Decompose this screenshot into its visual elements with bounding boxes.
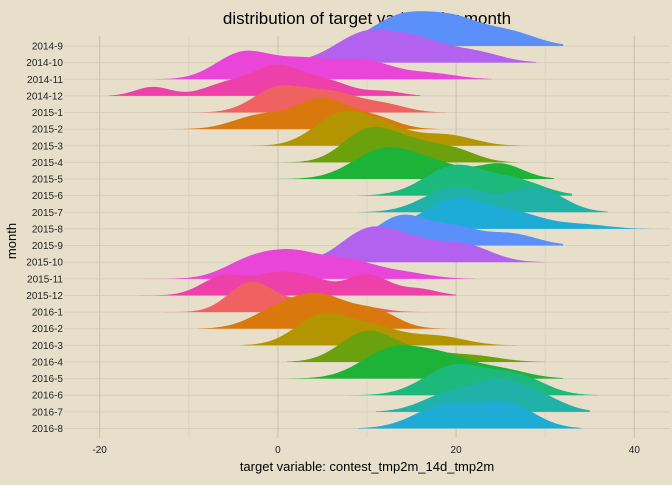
ridge-2015-3 [188, 110, 528, 146]
y-tick-label: 2016-1 [32, 308, 64, 319]
y-tick-label: 2015-10 [26, 258, 63, 269]
y-tick-label: 2015-8 [32, 224, 64, 235]
ridge-2014-12 [108, 64, 421, 96]
x-tick-label: 20 [451, 445, 463, 456]
ridges [108, 11, 653, 429]
ridge-2015-12 [135, 271, 457, 296]
y-tick-label: 2015-5 [32, 175, 64, 186]
y-tick-label: 2016-7 [32, 407, 64, 418]
y-tick-label: 2015-2 [32, 125, 64, 136]
ridge-2015-4 [277, 126, 519, 163]
ridge-2015-1 [117, 85, 448, 113]
ridge-2016-4 [286, 330, 546, 362]
ridge-2015-7 [358, 186, 608, 213]
y-tick-label: 2016-6 [32, 391, 64, 402]
y-tick-label: 2016-3 [32, 341, 64, 352]
ridge-2015-6 [358, 164, 572, 196]
ridge-2016-3 [242, 312, 519, 346]
x-tick-label: 40 [629, 445, 641, 456]
ridge-2016-1 [126, 281, 430, 313]
y-tick-label: 2015-1 [32, 108, 64, 119]
y-tick-labels: 2014-9 2014-10 2014-11 2014-12 2015-1 2015-2 2… [26, 42, 63, 435]
x-tick-labels: -20 0 20 40 [92, 445, 640, 456]
y-tick-label: 2015-7 [32, 208, 64, 219]
y-tick-label: 2015-6 [32, 191, 64, 202]
ridge-2016-8 [358, 401, 581, 429]
ridge-2014-11 [153, 50, 492, 80]
ridge-2015-10 [260, 226, 546, 263]
y-tick-label: 2014-11 [27, 75, 63, 86]
ridge-2016-2 [197, 292, 448, 329]
y-tick-label: 2015-9 [32, 241, 64, 252]
ridge-2016-6 [349, 363, 599, 396]
y-tick-label: 2014-9 [32, 42, 64, 53]
x-axis-title: target variable: contest_tmp2m_14d_tmp2m [240, 459, 494, 474]
y-tick-label: 2015-3 [32, 141, 64, 152]
y-tick-label: 2016-8 [32, 424, 64, 435]
y-axis-title: month [4, 223, 19, 259]
ridge-2014-10 [251, 29, 537, 63]
ridge-2016-7 [375, 378, 590, 412]
y-tick-label: 2016-4 [32, 357, 64, 368]
y-tick-label: 2015-12 [26, 291, 63, 302]
x-tick-label: 0 [275, 445, 281, 456]
y-tick-label: 2014-12 [26, 91, 63, 102]
y-tick-label: 2015-4 [32, 158, 64, 169]
ridge-2015-11 [144, 249, 474, 279]
y-tick-label: 2016-2 [32, 324, 64, 335]
y-tick-label: 2014-10 [26, 58, 63, 69]
x-tick-label: -20 [92, 445, 107, 456]
y-tick-label: 2016-5 [32, 374, 64, 385]
y-tick-label: 2015-11 [27, 274, 63, 285]
ridge-2015-8 [367, 197, 653, 229]
